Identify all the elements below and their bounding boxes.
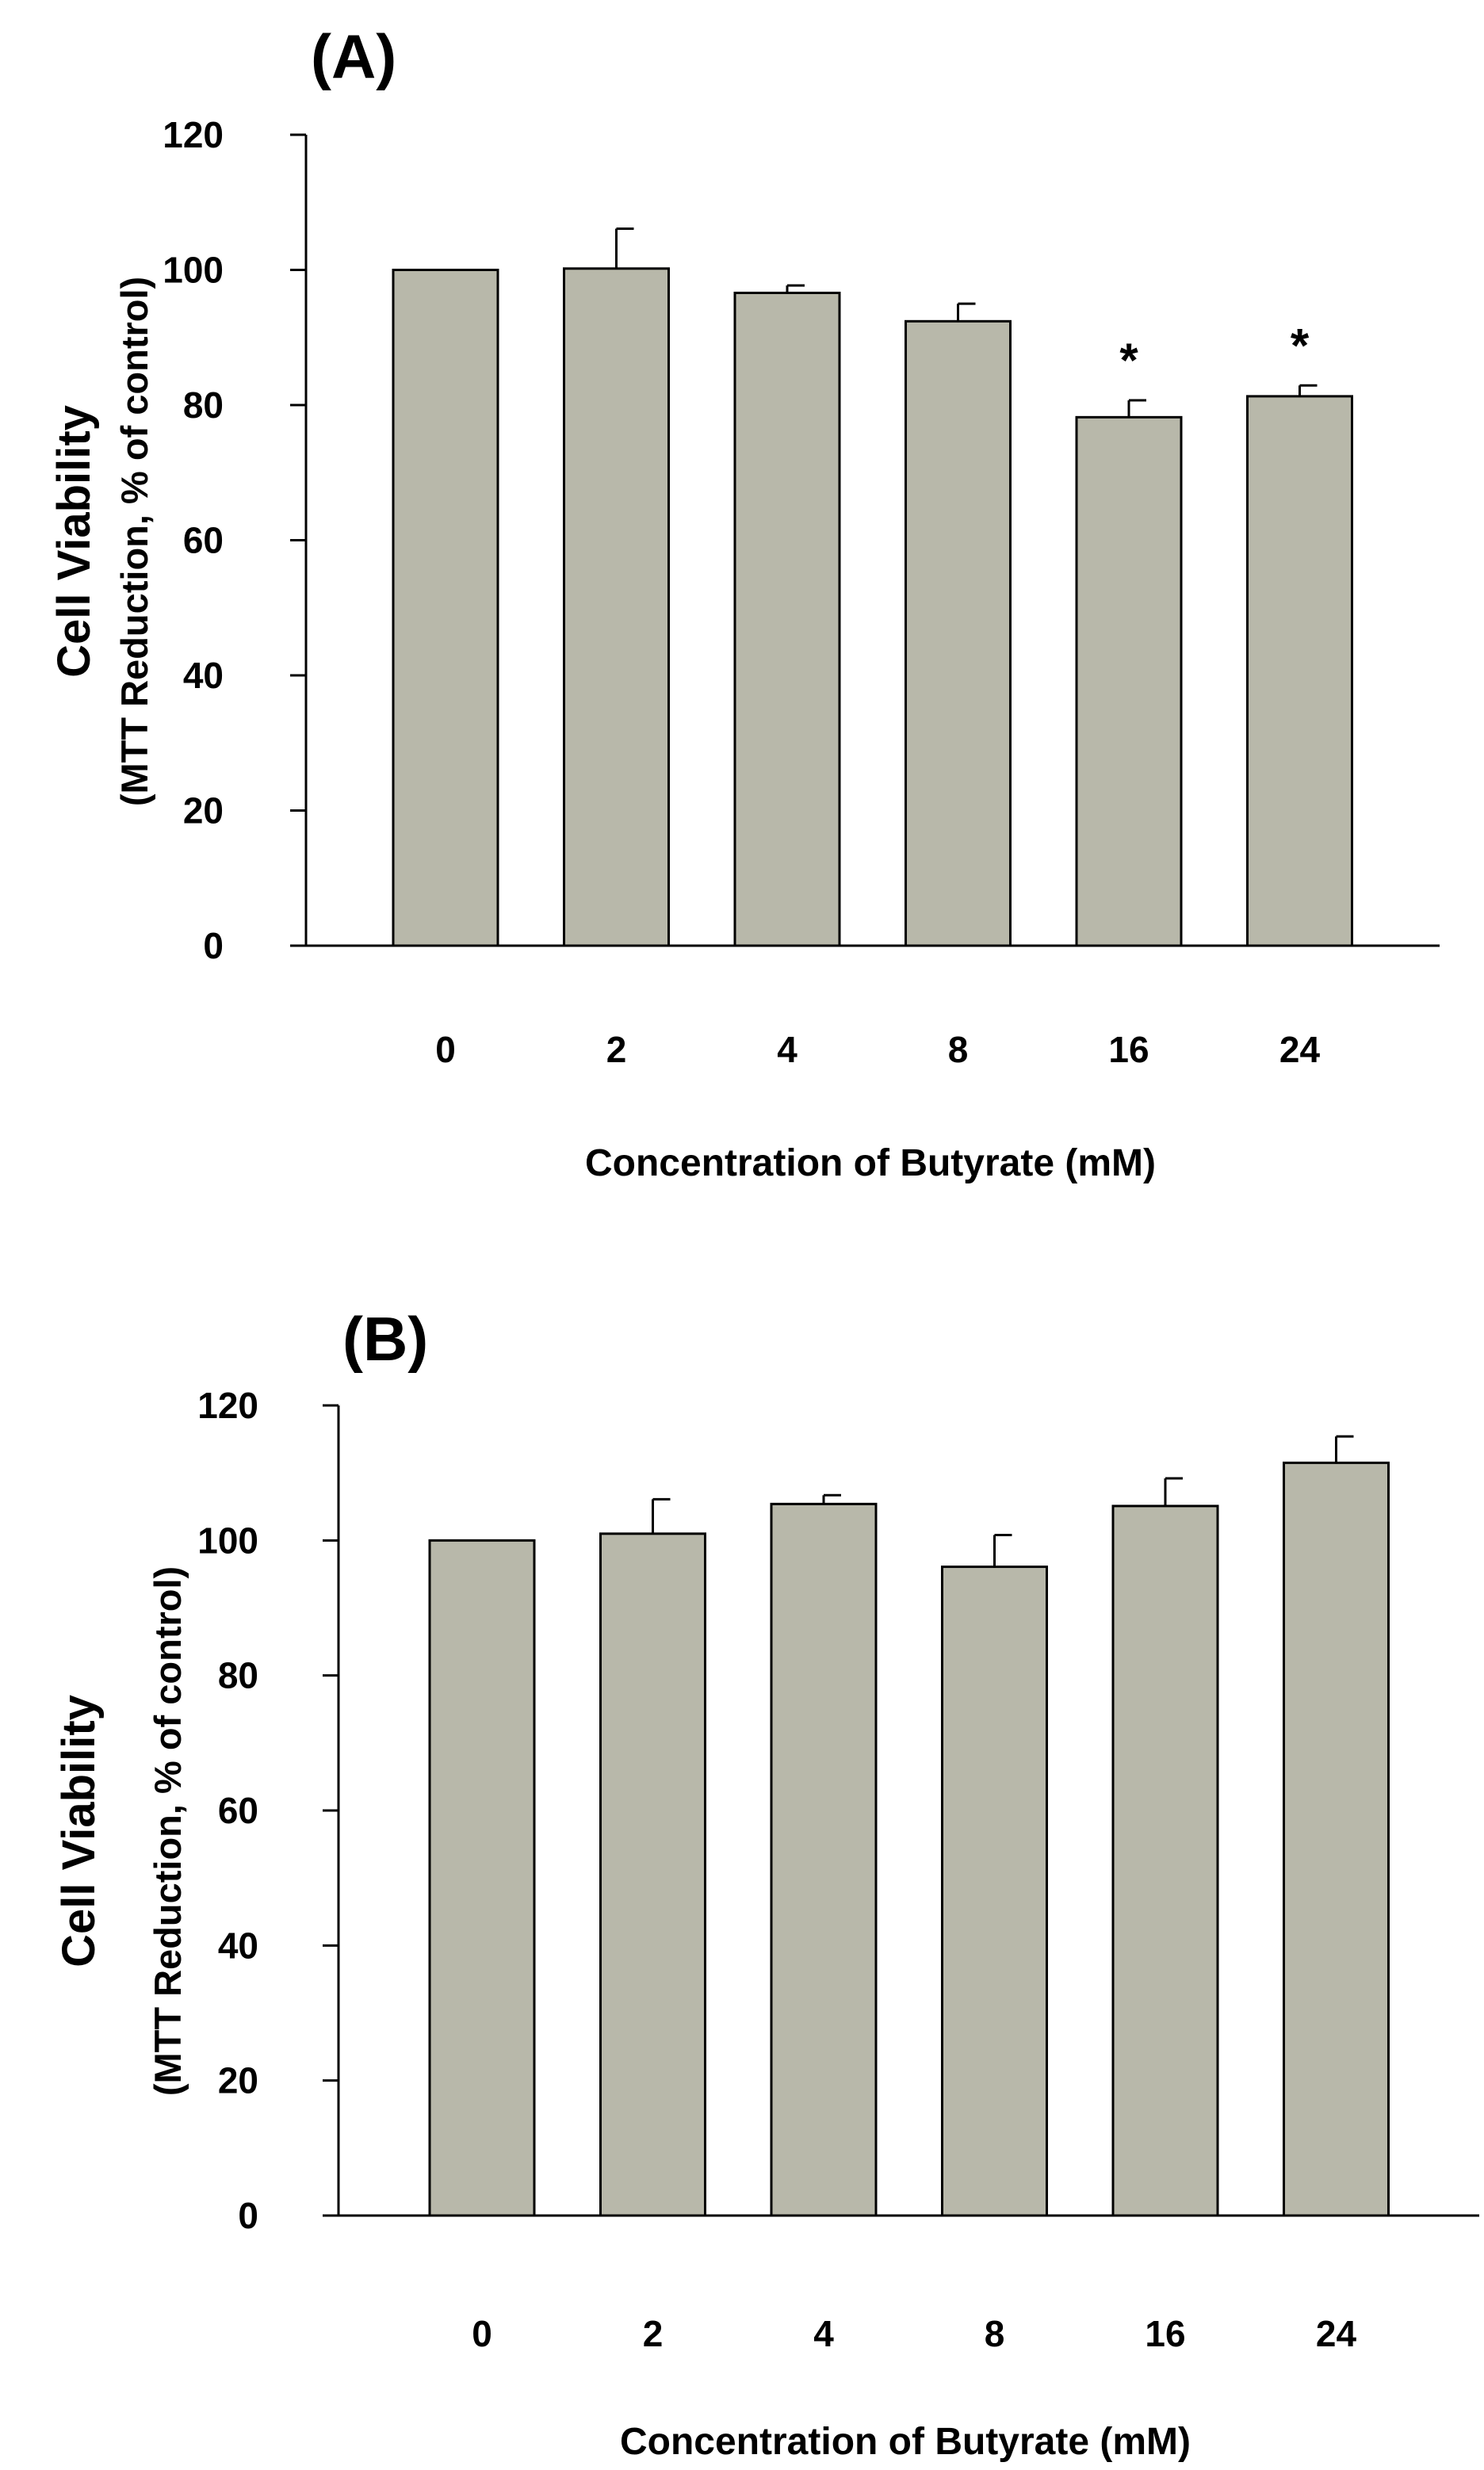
panel-b-y-tick-label: 120: [197, 1385, 258, 1426]
panel-b-bar-24: [1283, 1461, 1390, 2217]
panel-a-significance-marker: *: [1291, 319, 1310, 372]
panel-a-x-tick-label: 2: [606, 1029, 627, 1070]
panel-b-y-axis-title: Cell Viability: [53, 1695, 105, 1967]
panel-a-bar-4: [733, 291, 841, 947]
panel-a-y-tick-label: 60: [183, 520, 224, 561]
panel-a-bar-2: [563, 267, 670, 947]
panel-b-x-tick-label: 8: [985, 2313, 1005, 2354]
panel-a-label: (A): [311, 21, 396, 91]
panel-a: (A) Cell Viability (MTT Reduction, % of …: [48, 21, 1440, 1184]
panel-a-x-tick-label: 0: [435, 1029, 456, 1070]
panel-b-label: (B): [342, 1304, 428, 1374]
panel-a-x-tick-label: 16: [1108, 1029, 1149, 1070]
panel-a-y-tick-label: 20: [183, 790, 224, 832]
panel-a-y-tick-label: 100: [163, 250, 224, 291]
panel-b-x-tick-label: 16: [1145, 2313, 1185, 2354]
panel-b-x-tick-label: 24: [1316, 2313, 1357, 2354]
panel-a-bar-8: [905, 319, 1012, 947]
panel-b-bar-4: [770, 1502, 878, 2217]
panel-b-bar-2: [599, 1532, 706, 2217]
panel-b-x-tick-label: 4: [813, 2313, 834, 2354]
panel-a-bar-24: [1246, 395, 1353, 947]
panel-a-x-tick-label: 24: [1279, 1029, 1321, 1070]
panel-b: (B) Cell Viability (MTT Reduction, % of …: [53, 1304, 1479, 2463]
panel-a-significance-marker: *: [1119, 334, 1138, 387]
panel-a-x-axis-title: Concentration of Butyrate (mM): [585, 1142, 1156, 1184]
panel-b-bar-16: [1111, 1505, 1219, 2217]
panel-a-y-tick-label: 40: [183, 655, 224, 696]
panel-b-y-tick-label: 80: [218, 1655, 258, 1696]
panel-b-bar-8: [941, 1566, 1048, 2217]
panel-b-x-tick-label: 0: [472, 2313, 492, 2354]
panel-b-x-axis-title: Concentration of Butyrate (mM): [620, 2421, 1191, 2463]
panel-b-y-tick-label: 60: [218, 1790, 258, 1831]
panel-a-y-axis-title: Cell Viability: [48, 405, 100, 678]
panel-a-y-tick-label: 80: [183, 384, 224, 426]
panel-a-bar-0: [392, 269, 499, 947]
panel-b-x-tick-label: 2: [643, 2313, 664, 2354]
panel-b-y-tick-label: 40: [218, 1925, 258, 1966]
panel-b-y-tick-label: 100: [197, 1520, 258, 1561]
panel-a-y-tick-label: 0: [203, 925, 224, 966]
panel-a-bar-16: [1075, 415, 1183, 947]
panel-b-bar-0: [428, 1539, 536, 2217]
panel-a-y-tick-label: 120: [163, 114, 224, 155]
panel-b-y-axis-subtitle: (MTT Reduction, % of control): [147, 1566, 189, 2096]
panel-b-y-tick-label: 0: [238, 2195, 258, 2236]
panel-a-x-tick-label: 8: [948, 1029, 969, 1070]
panel-a-y-axis-subtitle: (MTT Reduction, % of control): [113, 277, 155, 806]
panel-a-x-tick-label: 4: [777, 1029, 797, 1070]
panel-b-y-tick-label: 20: [218, 2060, 258, 2101]
